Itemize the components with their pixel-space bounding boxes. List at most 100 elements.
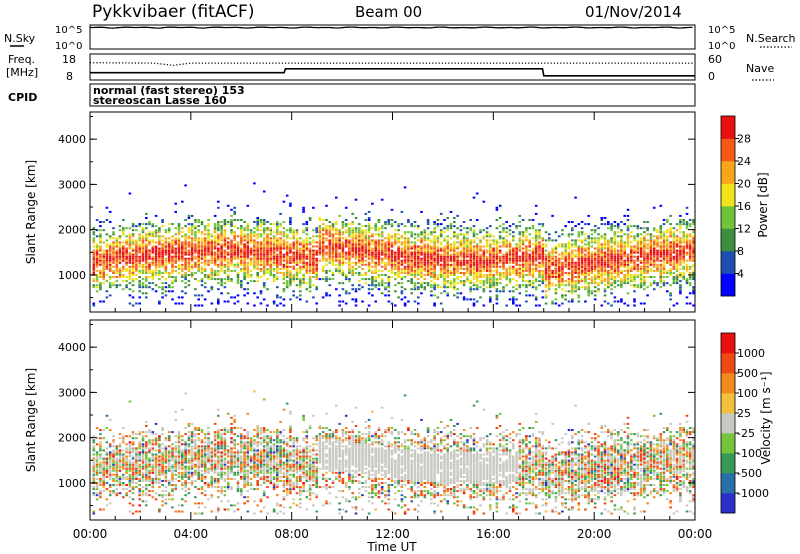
power-cell (187, 274, 191, 276)
power-cell (528, 267, 531, 270)
power-cell (230, 214, 233, 217)
power-cell (669, 233, 672, 236)
power-cell (603, 253, 607, 256)
power-cell (177, 227, 181, 230)
power-cell (348, 239, 351, 242)
power-cell (259, 259, 263, 262)
power-cell (613, 267, 617, 270)
power-cell (243, 253, 246, 256)
power-cell (459, 276, 463, 278)
power-cell (607, 278, 610, 281)
power-cell (292, 229, 295, 232)
power-cell (587, 245, 590, 248)
power-cell (164, 257, 168, 260)
power-cell (567, 259, 571, 262)
power-cell (544, 259, 548, 262)
power-cell (679, 280, 682, 283)
power-cell (512, 235, 515, 238)
power-cell (446, 229, 449, 232)
power-cell (548, 282, 551, 285)
power-cell (420, 286, 423, 289)
power-cell (171, 249, 174, 252)
power-cell (302, 255, 305, 258)
power-cell (407, 267, 410, 270)
power-cell (243, 288, 246, 291)
power-cell (141, 269, 145, 272)
power-cell (151, 269, 155, 272)
power-cell (246, 204, 250, 207)
power-cell (135, 269, 138, 272)
velocity-cell (108, 492, 112, 495)
power-cell (118, 255, 122, 258)
power-cell (600, 247, 604, 250)
power-cell (128, 272, 132, 274)
power-cell (305, 253, 309, 256)
power-cell (410, 272, 413, 274)
power-cell (675, 302, 679, 305)
power-cell (554, 302, 558, 305)
velocity-cell (138, 504, 141, 507)
power-cell (643, 276, 646, 278)
power-cell (171, 239, 174, 242)
power-cell (161, 253, 164, 256)
power-cell (656, 269, 659, 272)
power-cell (525, 237, 528, 240)
power-cell (312, 251, 315, 254)
power-cell (118, 235, 122, 238)
power-cell (207, 225, 210, 228)
power-cell (217, 221, 220, 223)
power-cell (659, 267, 663, 270)
power-cell (534, 253, 538, 256)
power-cell (279, 237, 282, 240)
velocity-cell (92, 475, 96, 478)
power-cell (194, 272, 197, 274)
power-cell (672, 272, 676, 274)
power-cell (597, 245, 600, 248)
power-cell (462, 267, 466, 270)
power-cell (531, 227, 535, 230)
power-cell (521, 278, 525, 281)
power-cell (659, 265, 663, 268)
power-cell (217, 223, 220, 226)
velocity-cell (131, 441, 135, 444)
power-cell (321, 237, 325, 240)
power-cell (495, 259, 499, 262)
power-cell (567, 253, 571, 256)
power-cell (276, 241, 279, 244)
power-cell (321, 296, 325, 299)
power-cell (459, 241, 463, 244)
velocity-cell (105, 482, 109, 484)
power-cell (141, 243, 145, 246)
power-cell (256, 261, 259, 264)
power-cell (122, 253, 125, 256)
power-cell (512, 296, 515, 299)
power-cell (262, 241, 266, 244)
power-cell (472, 263, 476, 266)
power-cell (338, 282, 341, 285)
power-cell (397, 257, 400, 260)
power-cell (443, 251, 446, 254)
power-cell (630, 261, 633, 264)
power-cell (410, 245, 413, 248)
power-cell (276, 225, 279, 228)
power-cell (236, 274, 240, 276)
power-cell (220, 227, 223, 230)
power-cell (515, 247, 518, 250)
velocity-cell (115, 457, 119, 460)
power-cell (164, 290, 168, 293)
power-cell (279, 249, 282, 252)
power-cell (577, 261, 581, 264)
power-cell (112, 245, 115, 248)
power-cell (108, 235, 112, 238)
power-cell (364, 229, 368, 232)
power-cell (515, 274, 518, 276)
power-cell (459, 253, 463, 256)
power-cell (688, 249, 692, 252)
power-cell (417, 253, 420, 256)
power-cell (439, 302, 443, 305)
power-cell (220, 261, 223, 264)
power-cell (649, 235, 653, 238)
power-cell (99, 249, 102, 252)
power-cell (407, 259, 410, 262)
power-cell (616, 265, 620, 268)
